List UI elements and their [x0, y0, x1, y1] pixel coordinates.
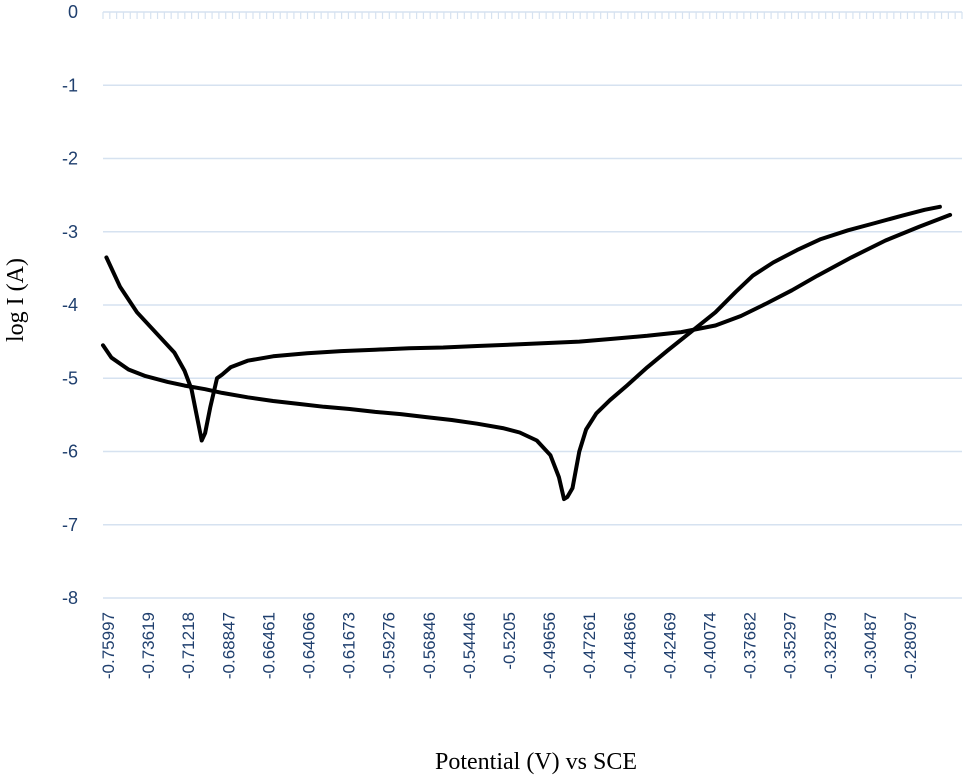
x-tick-label: -0.61673: [340, 612, 359, 679]
x-tick-label: -0.71218: [179, 612, 198, 679]
x-axis-title: Potential (V) vs SCE: [435, 749, 637, 775]
x-tick-label: -0.37682: [741, 612, 760, 679]
x-tick-label: -0.35297: [781, 612, 800, 679]
x-tick-label: -0.66461: [259, 612, 278, 679]
series-lines: [101, 204, 953, 502]
y-tick-label: -4: [62, 295, 78, 315]
x-tick-label: -0.42469: [660, 612, 679, 679]
y-tick-label: -3: [62, 222, 78, 242]
y-tick-label: -1: [62, 75, 78, 95]
series-line-2: [104, 212, 953, 443]
x-tick-label: -0.30487: [861, 612, 880, 679]
y-tick-label: -5: [62, 368, 78, 388]
x-tick-label: -0.44866: [620, 612, 639, 679]
x-tick-label: -0.73619: [139, 612, 158, 679]
x-tick-label: -0.54446: [460, 612, 479, 679]
x-tick-label: -0.68847: [219, 612, 238, 679]
x-tick-label: -0.32879: [821, 612, 840, 679]
series-line-1: [101, 204, 942, 502]
x-tick-labels: -0.75997 -0.73619 -0.71218 -0.68847 -0.66461…: [99, 612, 920, 679]
y-tick-label: -2: [62, 149, 78, 169]
x-tick-label: -0.28097: [901, 612, 920, 679]
y-axis-title: log I (A): [3, 258, 29, 342]
x-tick-label: -0.47261: [580, 612, 599, 679]
y-tick-label: 0: [68, 2, 78, 22]
y-tick-labels: 0 -1 -2 -3 -4 -5 -6 -7 -8: [62, 2, 78, 608]
x-tick-label: -0.49656: [540, 612, 559, 679]
y-tick-label: -6: [62, 442, 78, 462]
x-tick-label: -0.59276: [380, 612, 399, 679]
y-tick-label: -7: [62, 515, 78, 535]
y-tick-label: -8: [62, 588, 78, 608]
top-axis-minor-ticks: [102, 12, 963, 19]
x-tick-label: -0.56846: [420, 612, 439, 679]
x-tick-label: -0.5205: [500, 612, 519, 670]
x-tick-label: -0.64066: [300, 612, 319, 679]
x-tick-label: -0.75997: [99, 612, 118, 679]
grid-lines: [103, 11, 962, 599]
x-tick-label: -0.40074: [701, 612, 720, 679]
